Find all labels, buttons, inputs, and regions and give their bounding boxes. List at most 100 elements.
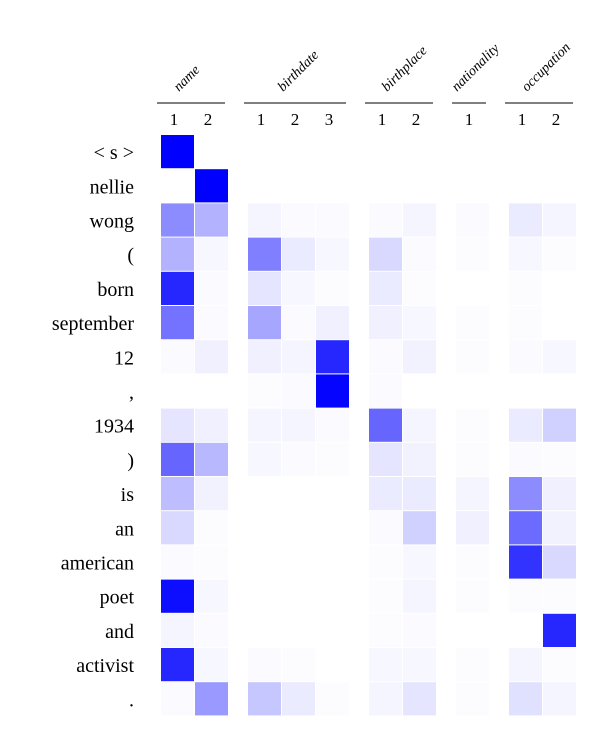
heatmap-cell bbox=[509, 408, 542, 442]
heatmap-cell bbox=[456, 545, 489, 578]
heatmap-cells bbox=[161, 135, 576, 716]
heatmap-cell bbox=[369, 203, 402, 236]
heatmap-cell bbox=[282, 682, 315, 716]
heatmap-cell bbox=[543, 477, 576, 511]
heatmap-cell bbox=[403, 272, 436, 305]
heatmap-cell bbox=[509, 648, 542, 682]
heatmap-cell bbox=[369, 545, 402, 578]
heatmap-cell bbox=[282, 408, 315, 442]
heatmap-cell bbox=[543, 408, 576, 442]
heatmap-cell bbox=[403, 648, 436, 681]
row-token-label: 1934 bbox=[94, 416, 134, 438]
heatmap-cell bbox=[543, 648, 576, 681]
row-token-label: 12 bbox=[114, 347, 134, 369]
heatmap-cell bbox=[369, 237, 402, 271]
heatmap-cell bbox=[161, 237, 194, 271]
heatmap-cell bbox=[403, 682, 436, 716]
heatmap-cell bbox=[509, 272, 542, 305]
heatmap-cell bbox=[509, 511, 542, 545]
heatmap-cell bbox=[161, 545, 194, 578]
heatmap-cell bbox=[456, 443, 489, 476]
heatmap-cell bbox=[403, 238, 436, 271]
column-index-label: 2 bbox=[552, 110, 561, 129]
heatmap-cell bbox=[195, 511, 228, 544]
heatmap-cell bbox=[509, 306, 542, 339]
row-token-label: activist bbox=[76, 655, 134, 677]
heatmap-cell bbox=[248, 682, 281, 716]
heatmap-cell bbox=[282, 443, 315, 476]
heatmap-cell bbox=[403, 477, 436, 511]
heatmap-cell bbox=[316, 682, 349, 715]
column-group-label-birthplace: birthplace bbox=[379, 44, 430, 95]
heatmap-cell bbox=[456, 203, 489, 236]
heatmap-cell bbox=[161, 203, 194, 237]
heatmap-cell bbox=[195, 203, 228, 237]
heatmap-cell bbox=[543, 238, 576, 271]
heatmap-cell bbox=[248, 408, 281, 442]
heatmap-cell bbox=[316, 340, 349, 374]
heatmap-cell bbox=[456, 511, 489, 545]
column-index-label: 1 bbox=[170, 110, 179, 129]
heatmap-cell bbox=[543, 203, 576, 237]
column-group-label-nationality: nationality bbox=[449, 41, 503, 95]
heatmap-cell bbox=[195, 169, 228, 203]
row-token-label: . bbox=[129, 689, 134, 711]
heatmap-cell bbox=[161, 511, 194, 545]
heatmap-cell bbox=[456, 580, 489, 613]
heatmap-cell bbox=[161, 682, 194, 715]
heatmap-cell bbox=[456, 340, 489, 373]
row-token-label: and bbox=[105, 621, 134, 643]
heatmap-cell bbox=[282, 340, 315, 374]
heatmap-cell bbox=[369, 682, 402, 716]
heatmap-cell bbox=[509, 580, 542, 613]
heatmap-cell bbox=[369, 442, 402, 476]
heatmap-cell bbox=[403, 579, 436, 613]
heatmap-cell bbox=[403, 614, 436, 647]
heatmap-cell bbox=[403, 442, 436, 476]
heatmap-cell bbox=[403, 511, 436, 545]
heatmap-cell bbox=[543, 511, 576, 545]
heatmap-cell bbox=[456, 477, 489, 511]
heatmap-cell bbox=[369, 340, 402, 373]
heatmap-cell bbox=[282, 237, 315, 271]
heatmap-cell bbox=[509, 443, 542, 476]
row-token-label: is bbox=[121, 484, 135, 506]
heatmap-cell bbox=[282, 374, 315, 407]
heatmap-cell bbox=[248, 648, 281, 681]
heatmap-cell bbox=[195, 648, 228, 681]
heatmap-cell bbox=[369, 374, 402, 407]
heatmap-cell bbox=[509, 203, 542, 237]
heatmap-cell bbox=[248, 443, 281, 476]
heatmap-cell bbox=[509, 238, 542, 271]
heatmap-cell bbox=[369, 306, 402, 340]
row-token-label: wong bbox=[90, 211, 134, 233]
heatmap-cell bbox=[456, 238, 489, 271]
column-headers: name birthdate birthplace nationality occupa… bbox=[157, 40, 574, 129]
heatmap-cell bbox=[161, 306, 194, 340]
heatmap-cell bbox=[543, 545, 576, 579]
heatmap-cell bbox=[161, 442, 194, 476]
column-index-label: 1 bbox=[378, 110, 387, 129]
heatmap-cell bbox=[248, 271, 281, 305]
heatmap-cell bbox=[316, 272, 349, 305]
heatmap-cell bbox=[369, 648, 402, 681]
heatmap-cell bbox=[248, 237, 281, 271]
column-index-label: 3 bbox=[325, 110, 334, 129]
heatmap-cell bbox=[195, 682, 228, 716]
column-group-label-birthdate: birthdate bbox=[275, 48, 322, 95]
row-token-label: september bbox=[52, 313, 135, 335]
heatmap-cell bbox=[195, 238, 228, 271]
heatmap-cell bbox=[369, 477, 402, 511]
column-index-label: 1 bbox=[518, 110, 527, 129]
heatmap-cell bbox=[282, 306, 315, 339]
heatmap-cell bbox=[316, 306, 349, 340]
heatmap-cell bbox=[316, 409, 349, 442]
heatmap-cell bbox=[161, 579, 194, 613]
row-token-label: born bbox=[97, 279, 134, 301]
row-token-label: poet bbox=[100, 587, 135, 609]
heatmap-cell bbox=[543, 613, 576, 647]
heatmap-cell bbox=[543, 682, 576, 716]
row-token-label: nellie bbox=[90, 176, 135, 198]
heatmap-cell bbox=[195, 340, 228, 374]
heatmap-cell bbox=[456, 306, 489, 339]
